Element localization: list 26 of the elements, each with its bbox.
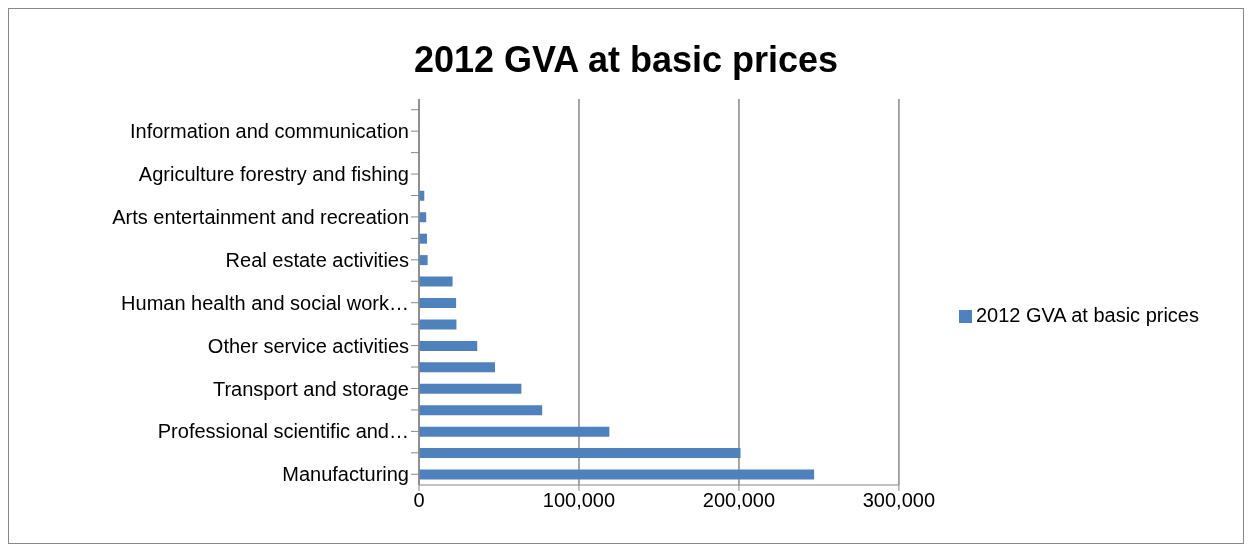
bar: [419, 319, 457, 330]
bar: [419, 276, 453, 287]
bar: [419, 405, 543, 416]
x-tick-label: 200,000: [702, 489, 776, 512]
x-tick-label: 300,000: [862, 489, 936, 512]
y-tick-label: Information and communication: [129, 120, 409, 143]
x-tick-label: 0: [413, 489, 425, 512]
y-tick-label: Manufacturing: [282, 463, 409, 486]
y-tick-label: Agriculture forestry and fishing: [138, 163, 409, 186]
y-tick-label: Real estate activities: [225, 248, 409, 271]
bar: [419, 448, 741, 459]
x-tick-label: 100,000: [542, 489, 616, 512]
bar: [419, 298, 457, 308]
bar: [419, 255, 428, 266]
bar: [419, 469, 815, 480]
chart-title: 2012 GVA at basic prices: [412, 39, 840, 82]
y-tick-label: Human health and social work…: [121, 291, 409, 314]
bar: [419, 383, 522, 394]
bar: [419, 340, 478, 351]
y-tick-label: Arts entertainment and recreation: [112, 206, 409, 229]
bar: [419, 426, 610, 437]
y-tick-label: Other service activities: [207, 334, 409, 357]
y-tick-label: Professional scientific and…: [157, 420, 409, 443]
bar: [419, 362, 495, 373]
legend-label: 2012 GVA at basic prices: [975, 303, 1199, 326]
y-tick-label: Transport and storage: [212, 377, 409, 400]
